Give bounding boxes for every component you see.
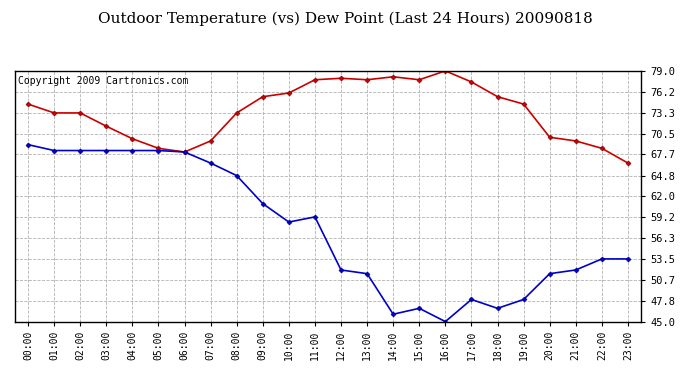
Text: Outdoor Temperature (vs) Dew Point (Last 24 Hours) 20090818: Outdoor Temperature (vs) Dew Point (Last… [97,11,593,26]
Text: Copyright 2009 Cartronics.com: Copyright 2009 Cartronics.com [18,76,188,86]
